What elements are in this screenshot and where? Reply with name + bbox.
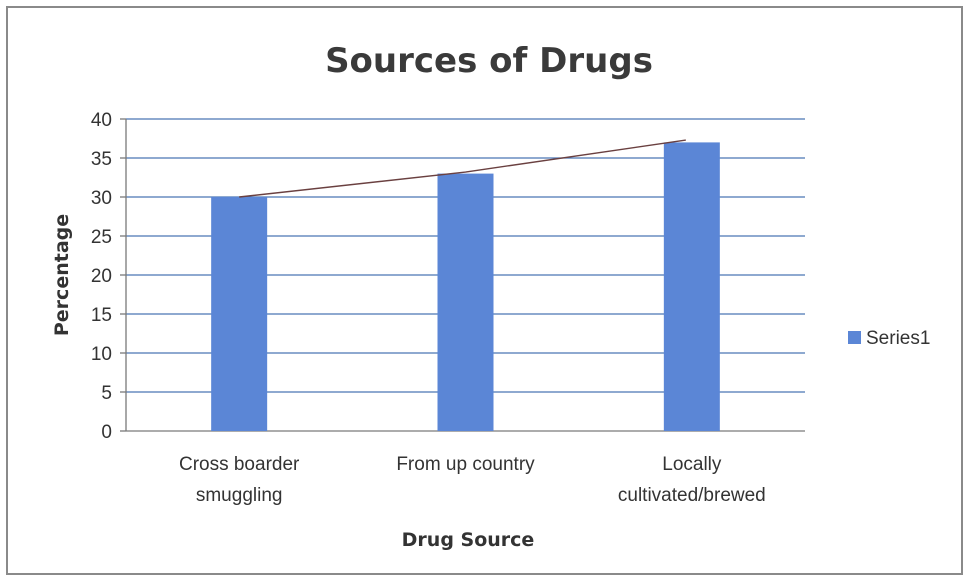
category-labels: Cross boarder smuggling From up country Loc… <box>179 454 766 506</box>
bars <box>211 142 720 431</box>
y-tick-label: 5 <box>101 383 112 404</box>
y-axis-title: Percentage <box>51 214 73 336</box>
bar <box>211 197 268 431</box>
bar <box>437 173 494 431</box>
category-label: From up country <box>396 454 535 475</box>
legend-swatch <box>848 331 861 344</box>
y-tick-label: 15 <box>91 305 112 326</box>
category-label: Cross boarder smuggling <box>179 454 300 506</box>
legend-label: Series1 <box>866 328 930 349</box>
y-tick-label: 40 <box>91 110 112 131</box>
category-label-line: From up country <box>396 454 535 475</box>
y-tick-label: 20 <box>91 266 112 287</box>
category-label-line: Locally <box>662 454 722 475</box>
category-label: Locally cultivated/brewed <box>618 454 766 506</box>
trendline <box>239 139 686 198</box>
category-label-line: Cross boarder <box>179 454 300 475</box>
category-label-line: smuggling <box>196 485 283 506</box>
y-tick-label: 0 <box>101 422 112 443</box>
y-tick-labels: 0 5 10 15 20 25 30 35 40 <box>91 110 112 443</box>
y-tick-label: 35 <box>91 149 112 170</box>
legend: Series1 <box>848 328 930 349</box>
category-label-line: cultivated/brewed <box>618 485 766 506</box>
y-tick-label: 10 <box>91 344 112 365</box>
chart-title: Sources of Drugs <box>325 41 653 81</box>
x-axis-title: Drug Source <box>402 529 535 551</box>
y-tick-label: 25 <box>91 227 112 248</box>
y-tick-label: 30 <box>91 188 112 209</box>
bar <box>663 142 720 431</box>
trendline-group <box>239 139 686 198</box>
